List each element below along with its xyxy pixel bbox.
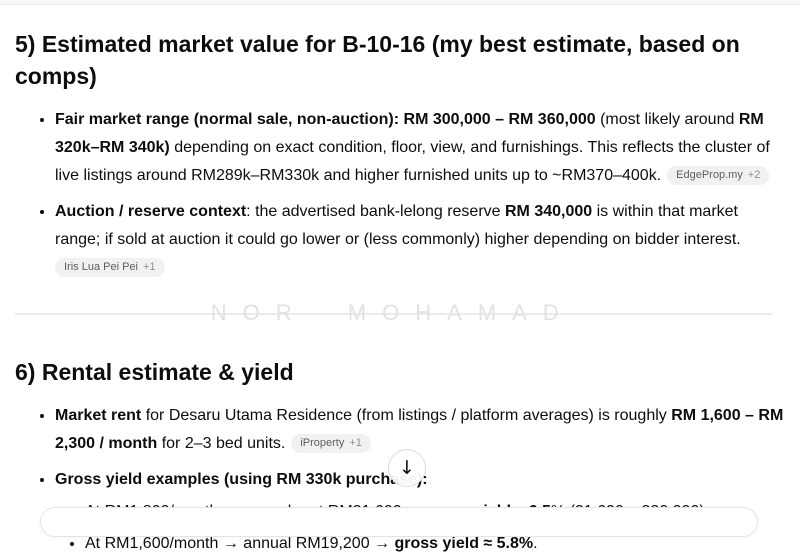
text-segment: for 2–3 bed units. — [157, 435, 286, 452]
citation-count: +1 — [349, 437, 362, 449]
window-top-edge — [0, 0, 800, 5]
text-segment: is within that market range; if sold at … — [55, 203, 741, 248]
text-segment: Fair market range (normal sale, non-auct… — [55, 111, 596, 128]
citation-source: iProperty — [300, 437, 345, 449]
section-5-heading: 5) Estimated market value for B-10-16 (m… — [15, 31, 740, 89]
text-segment: Gross yield examples (using RM 330k purc… — [55, 471, 428, 488]
section-divider: NOR MOHAMAD — [15, 293, 785, 333]
citation-badge[interactable]: EdgeProp.my +2 — [667, 166, 770, 185]
composer-input-top-edge[interactable] — [40, 507, 758, 537]
section-6-heading: 6) Rental estimate & yield — [15, 359, 294, 385]
text-segment: Auction / reserve context — [55, 203, 247, 220]
text-segment: for Desaru Utama Residence (from listing… — [141, 407, 672, 424]
text-segment: (most likely around — [595, 111, 739, 128]
text-segment: At RM1,600/month → annual RM19,200 → — [85, 535, 395, 552]
citation-badge[interactable]: iProperty +1 — [291, 434, 371, 453]
citation-badge[interactable]: Iris Lua Pei Pei +1 — [55, 258, 165, 277]
list-item: Market rent for Desaru Utama Residence (… — [55, 402, 785, 458]
text-segment: Market rent — [55, 407, 142, 424]
scroll-to-bottom-button[interactable]: ↓ — [388, 449, 426, 487]
citation-source: EdgeProp.my — [676, 169, 743, 181]
text-segment: : the advertised bank-lelong reserve — [246, 203, 505, 220]
horizontal-rule — [15, 313, 772, 315]
arrow-down-icon: ↓ — [399, 457, 415, 479]
text-segment: RM 320k–RM 340k) — [55, 111, 764, 156]
section-5-list: Fair market range (normal sale, non-auct… — [15, 106, 785, 279]
text-segment: depending on exact condition, floor, vie… — [55, 139, 770, 184]
citation-count: +2 — [747, 169, 761, 181]
citation-source: Iris Lua Pei Pei — [64, 261, 138, 273]
text-segment: . — [533, 535, 538, 552]
watermark-text: NOR MOHAMAD — [210, 300, 575, 325]
list-item: Fair market range (normal sale, non-auct… — [55, 106, 785, 190]
citation-count: +1 — [142, 261, 156, 273]
text-segment: gross yield ≈ 5.8% — [394, 535, 534, 552]
list-item: Auction / reserve context: the advertise… — [55, 198, 785, 279]
citation-row: Iris Lua Pei Pei +1 — [55, 257, 785, 279]
text-segment: RM 340,000 — [504, 203, 593, 220]
text-segment: RM 1,600 – RM 2,300 / month — [55, 407, 784, 452]
